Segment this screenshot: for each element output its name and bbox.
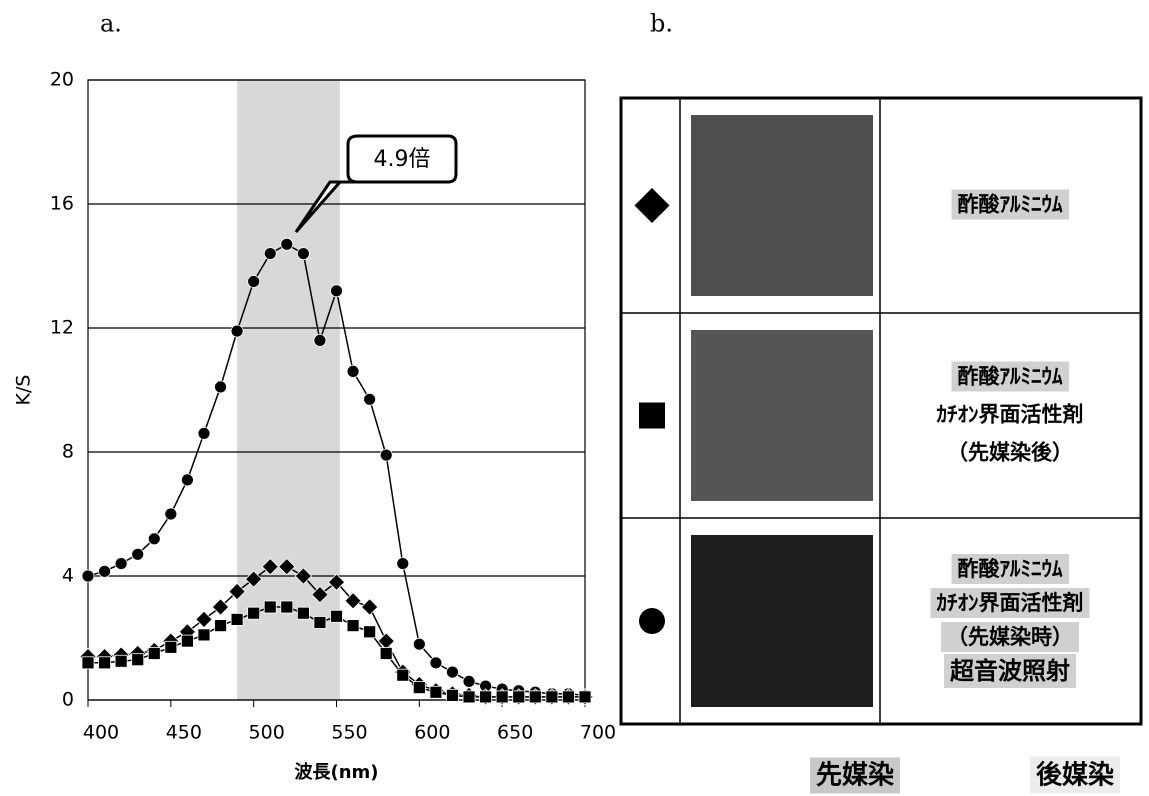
y-tick-label: 4 [62, 565, 74, 587]
marker [331, 610, 343, 622]
marker [132, 548, 144, 560]
marker [215, 381, 227, 393]
x-tick-label: 500 [249, 722, 285, 744]
marker [446, 689, 458, 701]
marker [529, 691, 541, 703]
y-tick-label: 16 [50, 193, 74, 215]
marker [165, 641, 177, 653]
marker [198, 427, 210, 439]
marker [297, 607, 309, 619]
swatch [691, 330, 873, 501]
marker [430, 686, 442, 698]
marker [480, 691, 492, 703]
swatch [691, 115, 873, 296]
y-tick-label: 0 [62, 689, 74, 711]
marker [115, 558, 127, 570]
y-tick-label: 8 [62, 441, 74, 463]
marker [248, 607, 260, 619]
marker [231, 325, 243, 337]
x-tick-label: 400 [83, 722, 119, 744]
marker [132, 654, 144, 666]
row-text: 酢酸ｱﾙﾐﾆｳﾑ [958, 193, 1063, 217]
marker [380, 648, 392, 660]
marker [115, 655, 127, 667]
marker [99, 565, 111, 577]
legend-text: 後媒染 [1036, 760, 1114, 791]
marker [181, 635, 193, 647]
page: a. b. 0 4 8 12 16 20 400 450 500 550 600 650 700 K/S 波… [0, 0, 1149, 796]
marker [364, 626, 376, 638]
x-tick-label: 600 [414, 722, 450, 744]
marker [215, 620, 227, 632]
marker [148, 648, 160, 660]
row-text: 酢酸ｱﾙﾐﾆｳﾑ [958, 365, 1063, 389]
marker [347, 365, 359, 377]
marker [264, 601, 276, 613]
marker [82, 570, 94, 582]
marker [264, 248, 276, 260]
x-tick-label: 650 [497, 722, 533, 744]
marker [562, 691, 574, 703]
y-tick-label: 20 [50, 69, 74, 91]
marker [231, 613, 243, 625]
row-text: 酢酸ｱﾙﾐﾆｳﾑ [958, 557, 1063, 581]
marker [314, 617, 326, 629]
marker [99, 657, 111, 669]
marker [347, 620, 359, 632]
swatch [691, 535, 873, 707]
annotation: 4.9倍 [374, 147, 431, 172]
panel-label: b. [650, 10, 673, 38]
y-tick-label: 12 [50, 317, 74, 339]
marker [331, 285, 343, 297]
marker [364, 393, 376, 405]
marker [496, 691, 508, 703]
row-text: （先媒染時） [947, 625, 1073, 649]
x-tick-label: 700 [580, 722, 616, 744]
row-text: 超音波照射 [950, 657, 1070, 685]
x-tick-label: 550 [331, 722, 367, 744]
marker [446, 666, 458, 678]
marker [397, 558, 409, 570]
row-text: ｶﾁｵﾝ界面活性剤 [937, 403, 1084, 427]
x-axis-label: 波長(nm) [294, 761, 378, 783]
marker [513, 691, 525, 703]
marker [430, 657, 442, 669]
marker [281, 238, 293, 250]
panel-label: a. [100, 10, 122, 38]
marker [546, 691, 558, 703]
marker [165, 508, 177, 520]
marker [639, 403, 665, 429]
marker [181, 474, 193, 486]
marker [413, 682, 425, 694]
marker [281, 601, 293, 613]
marker [297, 248, 309, 260]
row-text: ｶﾁｵﾝ界面活性剤 [937, 591, 1084, 615]
marker [463, 675, 475, 687]
marker [413, 638, 425, 650]
marker [198, 629, 210, 641]
marker [248, 276, 260, 288]
row-text: （先媒染後） [947, 441, 1073, 465]
marker [639, 608, 665, 634]
marker [314, 334, 326, 346]
marker [397, 669, 409, 681]
marker [148, 533, 160, 545]
marker [579, 691, 591, 703]
marker [362, 599, 378, 615]
marker [634, 188, 669, 223]
marker [196, 611, 212, 627]
marker [380, 449, 392, 461]
legend-text: 先媒染 [816, 761, 894, 791]
marker [463, 691, 475, 703]
y-axis-label: K/S [13, 375, 35, 406]
marker [82, 657, 94, 669]
x-tick-label: 450 [166, 722, 202, 744]
